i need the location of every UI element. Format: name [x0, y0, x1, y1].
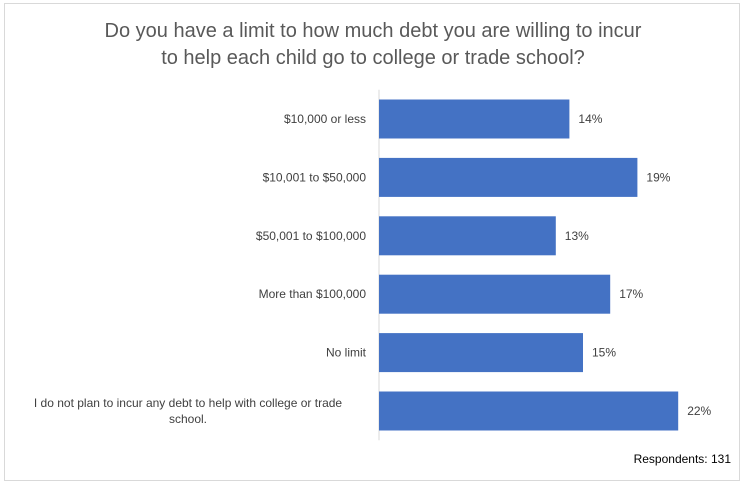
category-label: No limit — [326, 346, 367, 360]
category-label: More than $100,000 — [259, 287, 367, 301]
chart-title-line-1: Do you have a limit to how much debt you… — [104, 20, 642, 42]
respondents-count: Respondents: 131 — [633, 452, 731, 466]
data-label: 22% — [687, 404, 711, 418]
data-label: 15% — [592, 346, 616, 360]
bar — [379, 274, 611, 314]
category-label: $10,001 to $50,000 — [263, 170, 367, 184]
category-label: $50,001 to $100,000 — [256, 229, 366, 243]
data-label: 17% — [619, 287, 643, 301]
data-label: 14% — [578, 112, 602, 126]
bar — [379, 99, 570, 139]
category-label: school. — [169, 412, 207, 426]
category-label: $10,000 or less — [284, 112, 366, 126]
bar — [379, 333, 583, 373]
data-label: 19% — [646, 170, 670, 184]
bar — [379, 391, 679, 431]
bar — [379, 157, 638, 197]
chart-title: Do you have a limit to how much debt you… — [0, 18, 746, 72]
bar — [379, 216, 556, 256]
category-label: I do not plan to incur any debt to help … — [34, 396, 343, 410]
chart-title-line-2: to help each child go to college or trad… — [161, 47, 585, 69]
data-label: 13% — [565, 229, 589, 243]
